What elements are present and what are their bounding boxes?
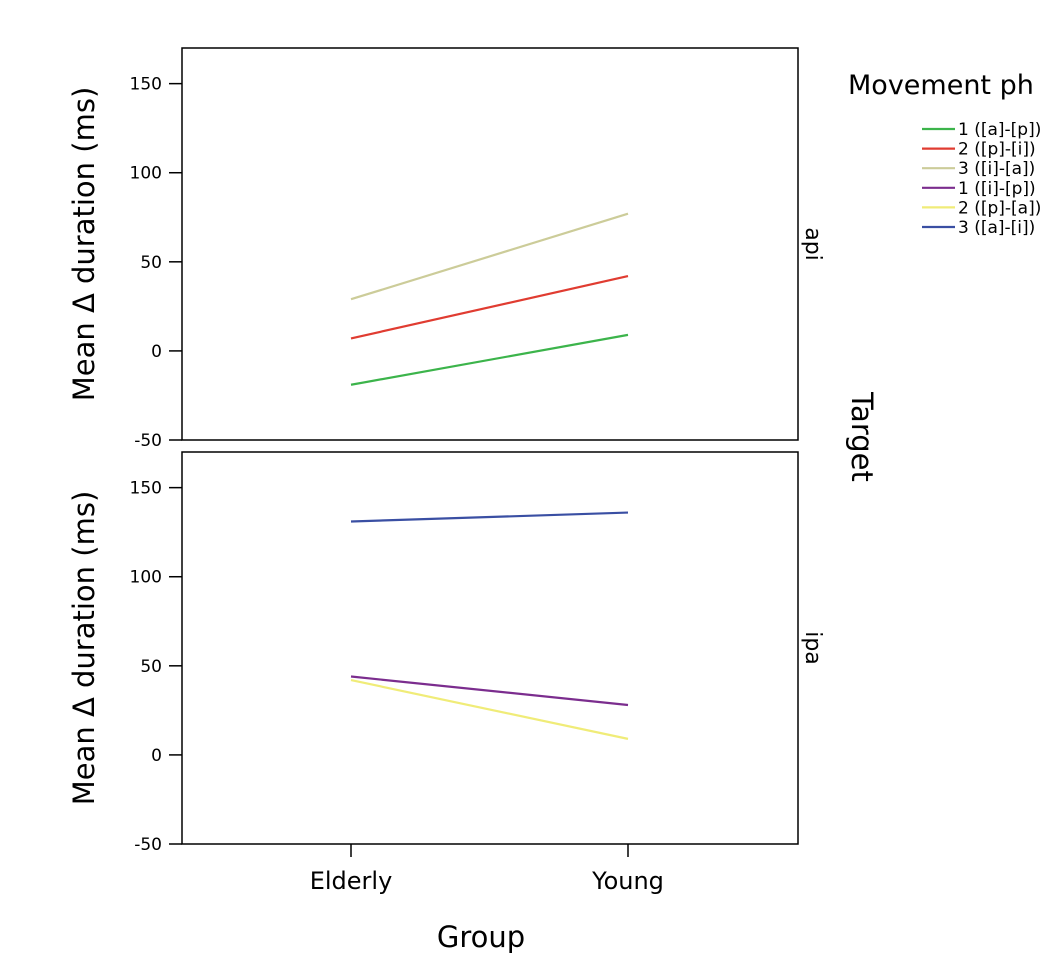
legend-label: 2 ([p]-[a]) bbox=[958, 198, 1041, 218]
x-axis-title: Group bbox=[437, 920, 525, 954]
legend-label: 3 ([a]-[i]) bbox=[958, 218, 1035, 238]
panel-api: -50 0 50 100 150 Mean Δ duration (ms) api bbox=[67, 47, 825, 451]
series-line bbox=[350, 511, 629, 523]
y-tick-label: -50 bbox=[134, 431, 162, 451]
legend-item: 2 ([p]-[i]) bbox=[922, 140, 1036, 160]
y-tick-label: 50 bbox=[140, 253, 162, 273]
legend-item: 1 ([i]-[p]) bbox=[922, 179, 1036, 199]
y-tick-label: -50 bbox=[134, 835, 162, 855]
chart-panels: -50 0 50 100 150 Mean Δ duration (ms) api -50 0 5… bbox=[67, 47, 825, 855]
x-axis: Elderly Young bbox=[310, 844, 664, 895]
legend-item: 1 ([a]-[p]) bbox=[922, 120, 1041, 140]
facet-title: Target bbox=[845, 391, 879, 482]
y-tick-label: 100 bbox=[130, 164, 162, 184]
y-tick-label: 150 bbox=[130, 75, 162, 95]
series-line bbox=[350, 675, 629, 707]
panel-ipa: -50 0 50 100 150 Mean Δ duration (ms) ipa bbox=[67, 451, 825, 855]
y-axis-title: Mean Δ duration (ms) bbox=[67, 491, 101, 806]
strip-label-ipa: ipa bbox=[800, 631, 825, 665]
y-tick-label: 0 bbox=[151, 746, 162, 766]
y-axis-title: Mean Δ duration (ms) bbox=[67, 87, 101, 402]
x-tick-label: Young bbox=[591, 867, 664, 895]
panel-frame bbox=[181, 451, 799, 845]
x-tick-label: Elderly bbox=[310, 867, 393, 895]
strip-label-api: api bbox=[800, 227, 825, 261]
y-tick-label: 100 bbox=[130, 568, 162, 588]
y-tick-label: 150 bbox=[130, 479, 162, 499]
legend-label: 1 ([i]-[p]) bbox=[958, 179, 1036, 199]
legend-item: 3 ([a]-[i]) bbox=[922, 218, 1035, 238]
legend-label: 1 ([a]-[p]) bbox=[958, 120, 1041, 140]
legend-item: 2 ([p]-[a]) bbox=[922, 198, 1041, 218]
legend-item: 3 ([i]-[a]) bbox=[922, 159, 1035, 179]
legend: 1 ([a]-[p])2 ([p]-[i])3 ([i]-[a])1 ([i]-… bbox=[922, 120, 1041, 238]
y-tick-label: 50 bbox=[140, 657, 162, 677]
panel-frame bbox=[181, 47, 799, 441]
series-line bbox=[350, 274, 629, 340]
legend-label: 3 ([i]-[a]) bbox=[958, 159, 1035, 179]
legend-title: Movement ph bbox=[848, 70, 1034, 101]
series-line bbox=[350, 333, 629, 386]
legend-label: 2 ([p]-[i]) bbox=[958, 140, 1036, 160]
series-line bbox=[350, 678, 629, 740]
series-line bbox=[350, 212, 629, 301]
y-tick-label: 0 bbox=[151, 342, 162, 362]
